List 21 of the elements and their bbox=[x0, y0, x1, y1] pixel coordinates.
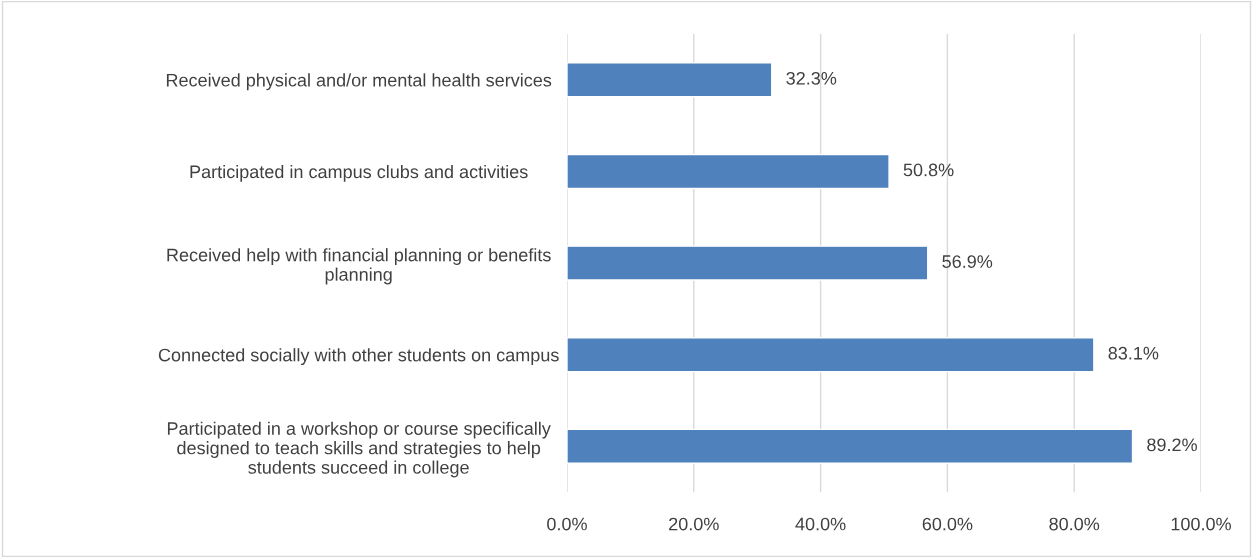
x-tick-label: 60.0% bbox=[922, 517, 973, 531]
y-tick-label: Participated in a workshop or course specifically designed to teach skills and strategies to help students succeed in college bbox=[167, 421, 551, 478]
bar bbox=[566, 428, 1134, 464]
bar bbox=[566, 62, 773, 98]
data-label: 56.9% bbox=[942, 255, 993, 268]
x-tick-label: 40.0% bbox=[795, 517, 846, 531]
x-tick-label: 0.0% bbox=[547, 517, 587, 531]
bar bbox=[566, 245, 929, 281]
y-tick-label: Received physical and/or mental health services bbox=[166, 73, 552, 91]
data-label: 32.3% bbox=[786, 71, 837, 85]
bar bbox=[566, 337, 1095, 373]
data-label: 83.1% bbox=[1108, 346, 1159, 360]
y-tick-label: Received help with financial planning or benefits planning bbox=[167, 248, 551, 285]
x-tick-label: 80.0% bbox=[1049, 517, 1100, 531]
y-tick-label: Participated in campus clubs and activities bbox=[190, 164, 528, 182]
x-tick-label: 20.0% bbox=[669, 517, 719, 531]
y-tick-label: Connected socially with other students on campus bbox=[158, 348, 559, 366]
data-label: 89.2% bbox=[1147, 438, 1197, 452]
x-tick-label: 100.0% bbox=[1171, 517, 1231, 531]
bar bbox=[566, 153, 890, 190]
data-label: 50.8% bbox=[903, 163, 954, 177]
